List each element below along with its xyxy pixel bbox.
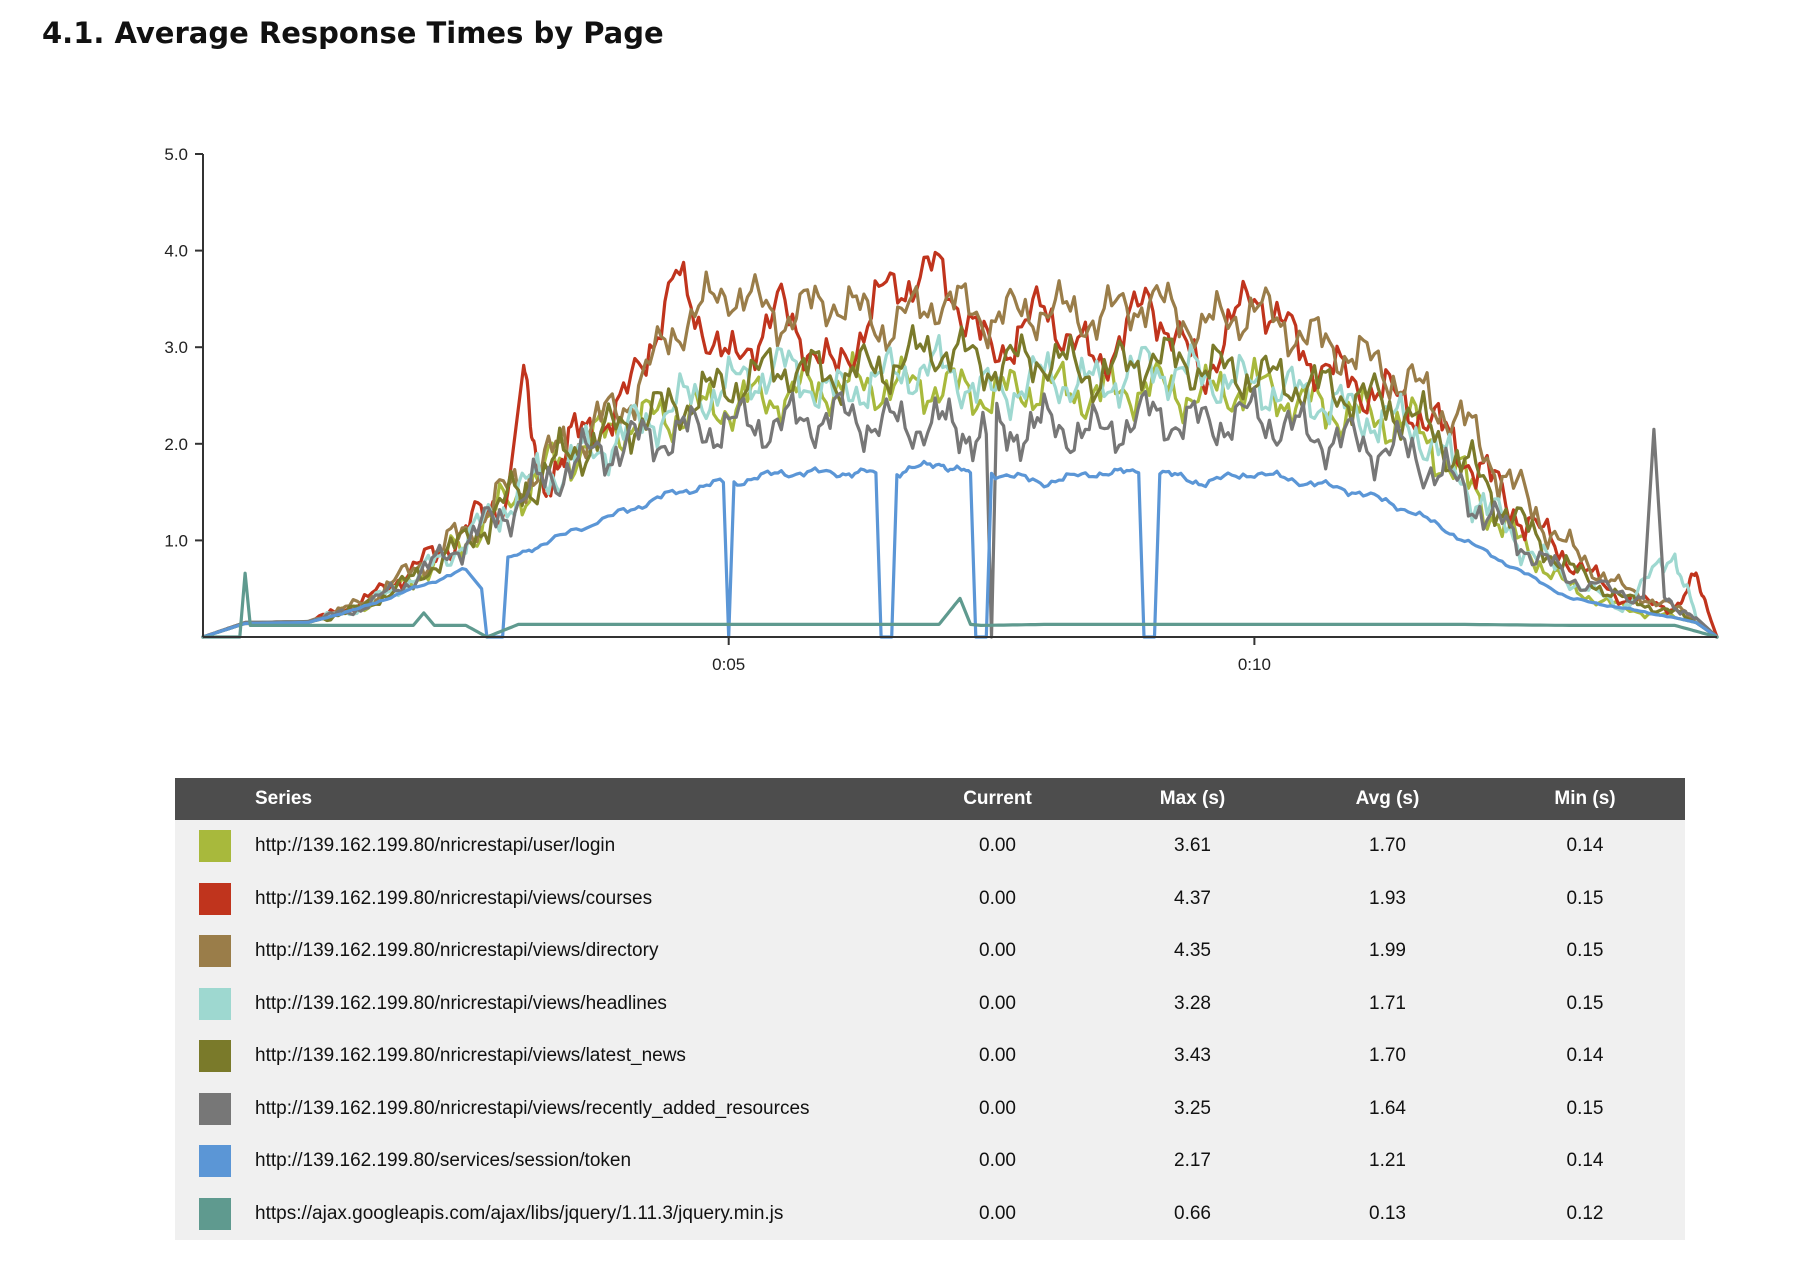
table-row: http://139.162.199.80/services/session/t… (175, 1135, 1685, 1188)
table-header-row: Series Current Max (s) Avg (s) Min (s) (175, 778, 1685, 820)
cell-current: 0.00 (979, 1045, 1016, 1067)
cell-max: 3.43 (1174, 1045, 1211, 1067)
legend-swatch-cell (175, 1188, 255, 1241)
series-line-6 (201, 459, 1719, 639)
y-tick-label: 2.0 (164, 435, 188, 454)
cell-series: https://ajax.googleapis.com/ajax/libs/jq… (255, 1202, 784, 1224)
legend-swatch (199, 882, 231, 915)
cell-series: http://139.162.199.80/nricrestapi/views/… (255, 887, 653, 909)
cell-current: 0.00 (979, 835, 1016, 857)
axis-layer: 1.0 2.0 3.0 4.0 5.0 0:05 0:10 (164, 145, 1717, 674)
x-tick-label: 0:05 (712, 655, 745, 674)
cell-min: 0.14 (1566, 1045, 1604, 1067)
x-tick-label: 0:10 (1238, 655, 1271, 674)
header-avg: Avg (s) (1355, 788, 1420, 809)
y-tick-label: 1.0 (164, 531, 188, 550)
cell-min: 0.15 (1566, 887, 1604, 909)
cell-avg: 1.70 (1369, 1045, 1406, 1067)
cell-max: 3.61 (1174, 835, 1211, 857)
cell-max: 4.35 (1174, 940, 1211, 962)
header-min: Min (s) (1554, 788, 1616, 809)
table-row: http://139.162.199.80/nricrestapi/views/… (175, 925, 1685, 978)
y-tick-label: 4.0 (164, 242, 188, 261)
cell-avg: 1.70 (1369, 835, 1406, 857)
cell-max: 3.28 (1174, 992, 1211, 1014)
series-layer (201, 250, 1719, 639)
y-tick-label: 3.0 (164, 338, 188, 357)
series-line-7 (201, 571, 1719, 639)
legend-swatch-cell (175, 1083, 255, 1136)
legend-swatch-cell (175, 1030, 255, 1083)
cell-max: 4.37 (1174, 887, 1211, 909)
cell-series: http://139.162.199.80/nricrestapi/views/… (255, 1097, 810, 1119)
cell-max: 2.17 (1174, 1150, 1211, 1172)
cell-avg: 1.93 (1369, 887, 1406, 909)
table-row: http://139.162.199.80/nricrestapi/views/… (175, 977, 1685, 1031)
table-row: https://ajax.googleapis.com/ajax/libs/jq… (175, 1187, 1685, 1241)
table-row: http://139.162.199.80/nricrestapi/views/… (175, 872, 1685, 926)
cell-min: 0.15 (1566, 992, 1604, 1014)
y-tick-label: 5.0 (164, 145, 188, 164)
cell-series: http://139.162.199.80/services/session/t… (255, 1150, 632, 1172)
page-title: 4.1. Average Response Times by Page (42, 16, 664, 50)
series-stats-table: Series Current Max (s) Avg (s) Min (s) h… (175, 778, 1685, 1240)
series-line-4 (201, 324, 1719, 639)
legend-swatch (199, 1145, 231, 1178)
cell-max: 3.25 (1174, 1097, 1211, 1119)
table-row: http://139.162.199.80/nricrestapi/views/… (175, 1082, 1685, 1136)
series-line-2 (201, 270, 1719, 639)
cell-current: 0.00 (979, 992, 1016, 1014)
legend-swatch (199, 987, 231, 1020)
cell-avg: 1.71 (1369, 992, 1406, 1014)
cell-avg: 1.99 (1369, 940, 1406, 962)
cell-min: 0.15 (1566, 940, 1604, 962)
cell-max: 0.66 (1174, 1202, 1211, 1224)
cell-series: http://139.162.199.80/nricrestapi/views/… (255, 1045, 686, 1067)
header-series: Series (255, 788, 313, 809)
legend-swatch-cell (175, 978, 255, 1031)
header-swatch (175, 778, 255, 820)
legend-swatch (199, 1092, 231, 1125)
cell-min: 0.15 (1566, 1097, 1604, 1119)
cell-series: http://139.162.199.80/nricrestapi/views/… (255, 940, 659, 962)
legend-swatch-cell (175, 873, 255, 926)
cell-avg: 0.13 (1369, 1202, 1406, 1224)
cell-current: 0.00 (979, 940, 1016, 962)
cell-avg: 1.64 (1369, 1097, 1406, 1119)
cell-current: 0.00 (979, 1097, 1016, 1119)
cell-min: 0.14 (1566, 835, 1604, 857)
series-line-5 (201, 386, 1719, 639)
legend-swatch (199, 830, 231, 863)
cell-avg: 1.21 (1369, 1150, 1406, 1172)
header-max: Max (s) (1159, 788, 1226, 809)
header-current: Current (963, 788, 1032, 809)
response-time-chart: 1.0 2.0 3.0 4.0 5.0 0:05 0:10 (164, 145, 1719, 674)
cell-min: 0.12 (1566, 1202, 1604, 1224)
legend-swatch-cell (175, 1135, 255, 1188)
legend-swatch-cell (175, 820, 255, 873)
legend-swatch (199, 1197, 231, 1230)
table-body: http://139.162.199.80/nricrestapi/user/l… (175, 820, 1685, 1240)
legend-swatch (199, 1040, 231, 1073)
cell-current: 0.00 (979, 1202, 1016, 1224)
table-row: http://139.162.199.80/nricrestapi/views/… (175, 1030, 1685, 1083)
cell-current: 0.00 (979, 887, 1016, 909)
cell-min: 0.14 (1566, 1150, 1604, 1172)
cell-series: http://139.162.199.80/nricrestapi/views/… (255, 992, 667, 1014)
legend-swatch-cell (175, 925, 255, 978)
legend-swatch (199, 935, 231, 968)
cell-current: 0.00 (979, 1150, 1016, 1172)
table-row: http://139.162.199.80/nricrestapi/user/l… (175, 820, 1685, 873)
cell-series: http://139.162.199.80/nricrestapi/user/l… (255, 835, 616, 857)
